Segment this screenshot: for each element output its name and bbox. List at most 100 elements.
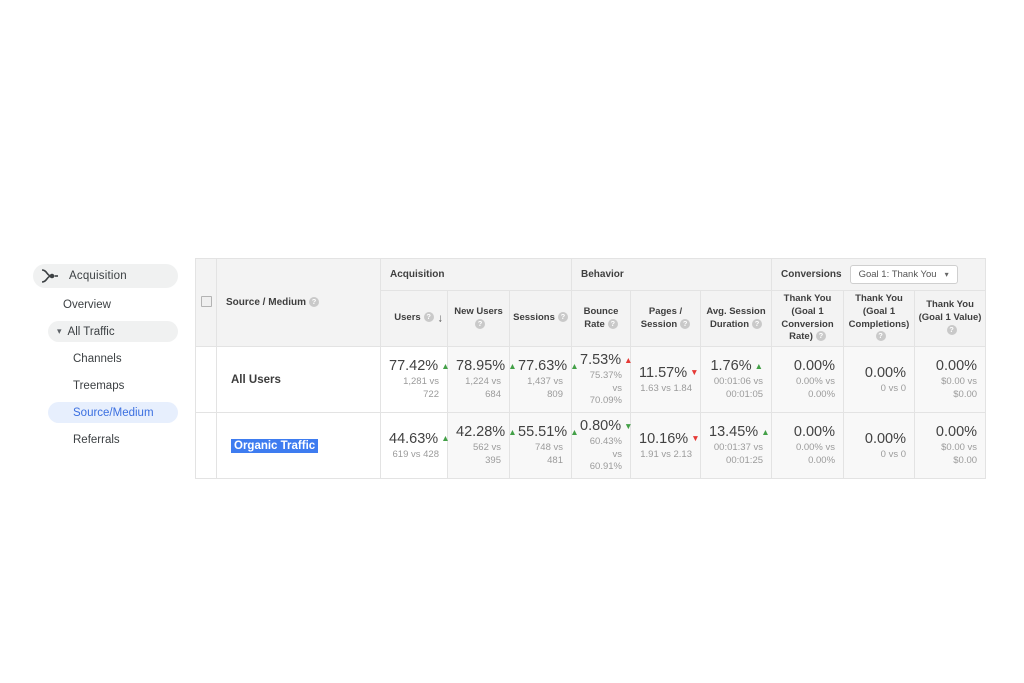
trend-down-icon: ▼ xyxy=(624,420,633,431)
trend-down-icon: ▼ xyxy=(691,433,700,444)
metric-value: 0.00% xyxy=(935,424,978,441)
metric-comparison: 60.43% vs 60.91% xyxy=(589,436,622,472)
metric-cell: 0.00% 0.00% vs 0.00% xyxy=(771,412,845,480)
sidebar-item-referrals[interactable]: Referrals xyxy=(33,429,178,450)
metric-comparison: 75.37% vs 70.09% xyxy=(589,370,622,406)
help-icon[interactable]: ? xyxy=(680,318,691,329)
column-header-thank-you-goal-1-value-[interactable]: Thank You (Goal 1 Value)? xyxy=(914,289,987,348)
metric-comparison: 00:01:06 vs 00:01:05 xyxy=(713,376,764,400)
metric-cell: 77.63% ▲ 1,437 vs 809 xyxy=(509,346,579,414)
metric-cell: 0.00% 0 vs 0 xyxy=(843,346,916,414)
expand-caret-icon: ▾ xyxy=(57,326,62,336)
chevron-down-icon: ▾ xyxy=(944,270,949,279)
help-icon[interactable]: ? xyxy=(557,312,568,323)
metric-comparison: $0.00 vs $0.00 xyxy=(941,376,978,400)
column-header-sessions[interactable]: Sessions? xyxy=(509,289,572,348)
metric-cell: 13.45% ▲ 00:01:37 vs 00:01:25 xyxy=(699,412,773,480)
metric-value: 1.76% xyxy=(710,358,752,375)
metric-comparison: 1.91 vs 2.13 xyxy=(640,448,692,460)
column-header-thank-you-goal-1-completions-[interactable]: Thank You (Goal 1 Completions)? xyxy=(843,289,916,348)
sidebar-item-overview[interactable]: Overview xyxy=(33,294,178,315)
row-checkbox-cell[interactable] xyxy=(195,346,217,414)
metric-cell: 0.00% 0 vs 0 xyxy=(843,412,916,480)
acquisition-icon xyxy=(41,269,59,283)
metric-cell: 42.28% ▲ 562 vs 395 xyxy=(447,412,517,480)
metric-cell: 10.16% ▼ 1.91 vs 2.13 xyxy=(630,412,701,480)
sidebar-item-treemaps[interactable]: Treemaps xyxy=(33,375,178,396)
select-all-checkbox[interactable] xyxy=(200,295,212,307)
trend-up-icon: ▲ xyxy=(570,360,579,371)
metric-comparison: 00:01:37 vs 00:01:25 xyxy=(713,442,764,466)
metric-value: 42.28% xyxy=(456,424,506,441)
metric-cell: 78.95% ▲ 1,224 vs 684 xyxy=(447,346,517,414)
column-header-avg-session-duration[interactable]: Avg. Session Duration? xyxy=(699,289,773,348)
metric-comparison: 0 vs 0 xyxy=(880,382,907,394)
report-table: Source / Medium? Acquisition Behavior Co… xyxy=(195,257,987,480)
metric-cell: 55.51% ▲ 748 vs 481 xyxy=(509,412,579,480)
group-header-acquisition: Acquisition xyxy=(380,258,572,291)
sidebar-item-label: Treemaps xyxy=(73,379,125,392)
metric-cell: 0.00% $0.00 vs $0.00 xyxy=(914,346,987,414)
trend-down-icon: ▼ xyxy=(690,367,699,378)
goal-selector-dropdown[interactable]: Goal 1: Thank You ▾ xyxy=(849,265,958,284)
metric-value: 77.42% xyxy=(389,358,439,375)
help-icon[interactable]: ? xyxy=(475,318,485,329)
sidebar-item-label: Channels xyxy=(73,352,122,365)
row-label: All Users xyxy=(231,373,281,386)
metric-comparison: 748 vs 481 xyxy=(535,442,563,466)
metric-cell: 11.57% ▼ 1.63 vs 1.84 xyxy=(630,346,701,414)
metric-value: 0.00% xyxy=(864,364,907,381)
column-header-users[interactable]: Users? ↓ xyxy=(380,289,448,348)
metric-value: 10.16% xyxy=(639,430,689,447)
trend-up-icon: ▲ xyxy=(761,426,770,437)
metric-value: 77.63% xyxy=(518,358,568,375)
sort-descending-icon[interactable]: ↓ xyxy=(437,312,444,325)
table-row: All Users 77.42% ▲ 1,281 vs 722 78.95% ▲ 1,224… xyxy=(195,346,987,414)
trend-up-icon: ▲ xyxy=(441,433,450,444)
help-icon[interactable]: ? xyxy=(752,318,763,329)
sidebar-section-label: Acquisition xyxy=(69,270,127,282)
sidebar-item-label: Overview xyxy=(63,298,111,311)
metric-cell: 44.63% ▲ 619 vs 428 xyxy=(380,412,450,480)
metric-comparison: 1,437 vs 809 xyxy=(527,376,563,400)
trend-up-icon: ▲ xyxy=(441,360,450,371)
group-header-behavior: Behavior xyxy=(570,258,773,291)
metric-cell: 0.00% 0.00% vs 0.00% xyxy=(771,346,845,414)
help-icon[interactable]: ? xyxy=(423,312,434,323)
sidebar-item-channels[interactable]: Channels xyxy=(33,348,178,369)
column-header-pages-session[interactable]: Pages / Session? xyxy=(630,289,701,348)
column-header-thank-you-goal-1-conversion-rate-[interactable]: Thank You (Goal 1 Conversion Rate)? xyxy=(771,289,845,348)
help-icon[interactable]: ? xyxy=(607,318,618,329)
sidebar-item-label: Source/Medium xyxy=(73,406,154,419)
metric-value: 0.00% xyxy=(793,358,836,375)
metric-comparison: 562 vs 395 xyxy=(473,442,501,466)
trend-up-icon: ▲ xyxy=(624,354,633,365)
trend-up-icon: ▲ xyxy=(570,426,579,437)
metric-value: 11.57% xyxy=(639,364,688,381)
metric-cell: 77.42% ▲ 1,281 vs 722 xyxy=(380,346,450,414)
sidebar-item-all-traffic[interactable]: ▾ All Traffic xyxy=(48,321,178,342)
metric-value: 44.63% xyxy=(389,430,439,447)
column-header-new-users[interactable]: New Users? xyxy=(447,289,510,348)
help-icon[interactable]: ? xyxy=(875,331,886,342)
metric-comparison: 0.00% vs 0.00% xyxy=(795,442,836,466)
column-header-bounce-rate[interactable]: Bounce Rate? xyxy=(571,289,631,348)
dimension-header[interactable]: Source / Medium? xyxy=(216,257,381,348)
help-icon[interactable]: ? xyxy=(946,325,957,336)
row-dimension-cell[interactable]: All Users xyxy=(216,346,381,414)
help-icon[interactable]: ? xyxy=(815,331,826,342)
metric-comparison: 1,224 vs 684 xyxy=(465,376,501,400)
metric-value: 7.53% xyxy=(580,352,622,369)
sidebar-item-source-medium[interactable]: Source/Medium xyxy=(48,402,178,423)
metric-value: 0.00% xyxy=(864,430,907,447)
metric-comparison: 0.00% vs 0.00% xyxy=(795,376,836,400)
metric-value: 0.80% xyxy=(580,418,622,435)
metric-value: 13.45% xyxy=(709,424,759,441)
help-icon[interactable]: ? xyxy=(309,297,320,308)
table-row: Organic Traffic 44.63% ▲ 619 vs 428 42.28% ▲ 5… xyxy=(195,412,987,480)
row-checkbox-cell[interactable] xyxy=(195,412,217,480)
row-dimension-cell[interactable]: Organic Traffic xyxy=(216,412,381,480)
sidebar-section-acquisition[interactable]: Acquisition xyxy=(33,264,178,288)
group-header-conversions: Conversions Goal 1: Thank You ▾ xyxy=(771,258,987,291)
